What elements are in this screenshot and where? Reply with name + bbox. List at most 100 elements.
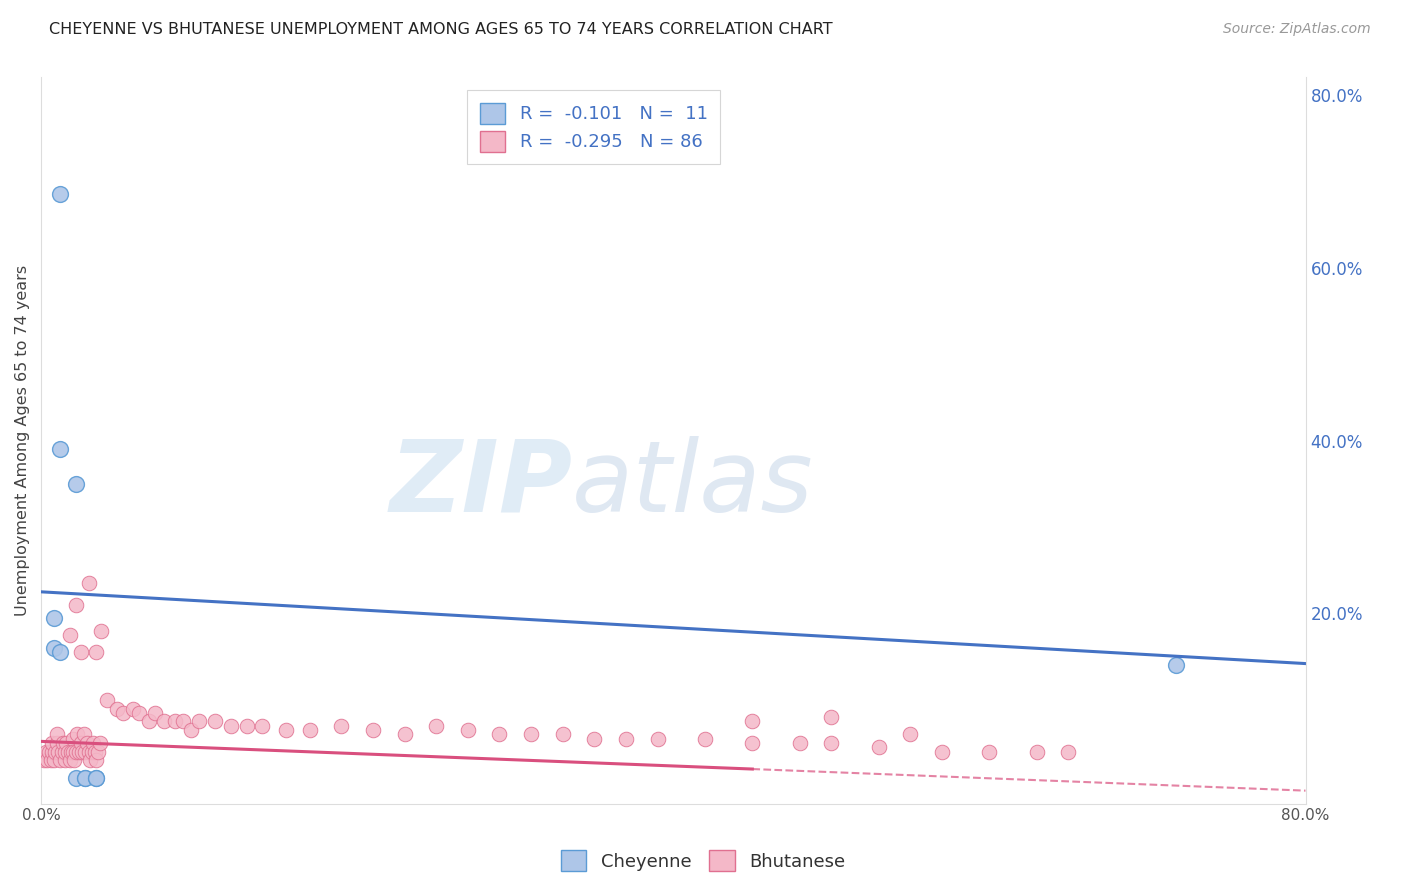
- Point: [32, 753, 55, 767]
- Point: [35, 745, 58, 759]
- Point: [1164, 658, 1187, 673]
- Point: [112, 706, 135, 720]
- Point: [457, 723, 479, 738]
- Point: [143, 706, 166, 720]
- Point: [89, 736, 111, 750]
- Text: atlas: atlas: [572, 435, 814, 533]
- Point: [488, 727, 510, 741]
- Point: [520, 727, 543, 741]
- Point: [45, 727, 67, 741]
- Point: [73, 727, 96, 741]
- Point: [153, 714, 176, 729]
- Point: [90, 624, 112, 638]
- Point: [138, 714, 160, 729]
- Point: [65, 771, 87, 785]
- Point: [75, 771, 97, 785]
- Point: [79, 753, 101, 767]
- Point: [53, 745, 76, 759]
- Point: [49, 753, 72, 767]
- Point: [298, 723, 321, 738]
- Point: [252, 719, 274, 733]
- Point: [69, 736, 91, 750]
- Text: Source: ZipAtlas.com: Source: ZipAtlas.com: [1223, 22, 1371, 37]
- Point: [693, 731, 716, 746]
- Point: [820, 736, 842, 750]
- Legend: R =  -0.101   N =  11, R =  -0.295   N = 86: R = -0.101 N = 11, R = -0.295 N = 86: [467, 90, 720, 164]
- Point: [80, 745, 103, 759]
- Point: [39, 753, 62, 767]
- Point: [274, 723, 297, 738]
- Point: [583, 731, 606, 746]
- Point: [188, 714, 211, 729]
- Y-axis label: Unemployment Among Ages 65 to 74 years: Unemployment Among Ages 65 to 74 years: [15, 265, 30, 616]
- Point: [51, 745, 73, 759]
- Point: [77, 745, 100, 759]
- Point: [45, 736, 67, 750]
- Point: [172, 714, 194, 729]
- Point: [1057, 745, 1080, 759]
- Point: [65, 476, 87, 491]
- Point: [361, 723, 384, 738]
- Point: [58, 628, 80, 642]
- Point: [76, 736, 98, 750]
- Point: [614, 731, 637, 746]
- Point: [868, 740, 890, 755]
- Point: [67, 745, 90, 759]
- Point: [900, 727, 922, 741]
- Point: [44, 745, 66, 759]
- Point: [394, 727, 416, 741]
- Point: [38, 745, 60, 759]
- Point: [86, 771, 108, 785]
- Point: [75, 771, 97, 785]
- Text: ZIP: ZIP: [389, 435, 572, 533]
- Point: [789, 736, 811, 750]
- Point: [66, 727, 89, 741]
- Point: [105, 701, 128, 715]
- Point: [37, 753, 59, 767]
- Point: [42, 640, 65, 655]
- Legend: Cheyenne, Bhutanese: Cheyenne, Bhutanese: [554, 843, 852, 879]
- Point: [55, 736, 77, 750]
- Point: [86, 753, 108, 767]
- Point: [42, 753, 65, 767]
- Point: [56, 745, 79, 759]
- Point: [83, 745, 105, 759]
- Point: [931, 745, 953, 759]
- Point: [1025, 745, 1047, 759]
- Point: [65, 745, 87, 759]
- Point: [62, 731, 84, 746]
- Text: CHEYENNE VS BHUTANESE UNEMPLOYMENT AMONG AGES 65 TO 74 YEARS CORRELATION CHART: CHEYENNE VS BHUTANESE UNEMPLOYMENT AMONG…: [49, 22, 832, 37]
- Point: [49, 442, 72, 457]
- Point: [741, 736, 763, 750]
- Point: [75, 745, 97, 759]
- Point: [647, 731, 669, 746]
- Point: [41, 745, 63, 759]
- Point: [219, 719, 242, 733]
- Point: [180, 723, 202, 738]
- Point: [235, 719, 257, 733]
- Point: [70, 745, 93, 759]
- Point: [820, 710, 842, 724]
- Point: [82, 736, 104, 750]
- Point: [48, 745, 70, 759]
- Point: [121, 701, 143, 715]
- Point: [65, 598, 87, 612]
- Point: [63, 753, 86, 767]
- Point: [330, 719, 353, 733]
- Point: [551, 727, 574, 741]
- Point: [128, 706, 150, 720]
- Point: [87, 745, 110, 759]
- Point: [49, 645, 72, 659]
- Point: [41, 736, 63, 750]
- Point: [42, 611, 65, 625]
- Point: [77, 576, 100, 591]
- Point: [165, 714, 187, 729]
- Point: [69, 645, 91, 659]
- Point: [53, 753, 76, 767]
- Point: [60, 745, 83, 759]
- Point: [49, 187, 72, 202]
- Point: [741, 714, 763, 729]
- Point: [204, 714, 226, 729]
- Point: [96, 693, 118, 707]
- Point: [979, 745, 1001, 759]
